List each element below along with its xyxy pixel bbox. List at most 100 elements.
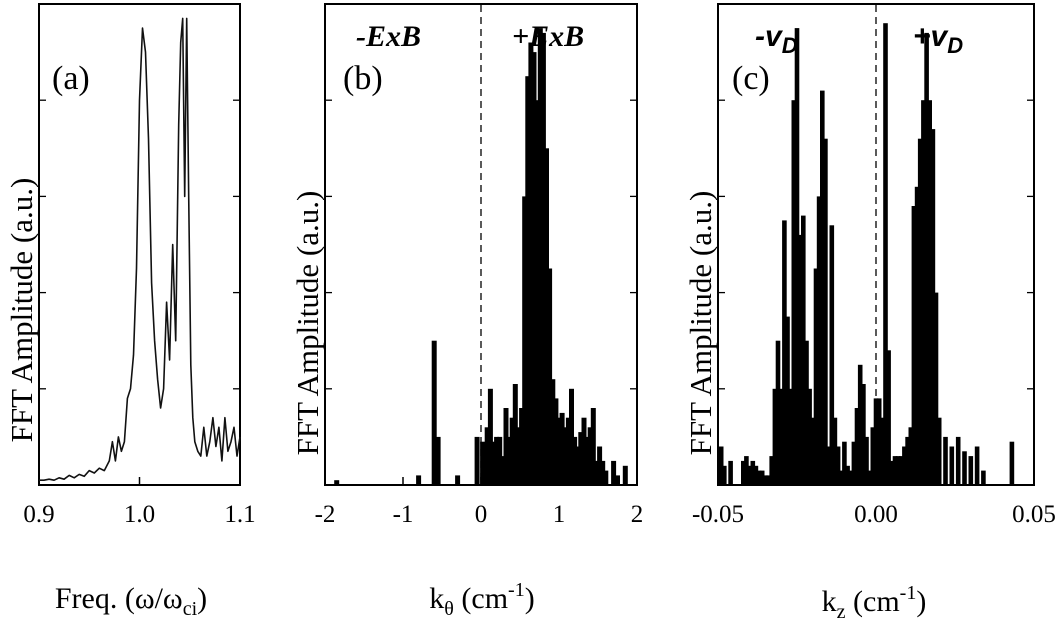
panel-a-ylabel: FFT Amplitude (a.u.) bbox=[4, 178, 39, 443]
bar bbox=[943, 436, 948, 485]
panel-b-ylabel: FFT Amplitude (a.u.) bbox=[290, 191, 325, 456]
x-tick-label: 1.0 bbox=[124, 501, 155, 528]
bar bbox=[829, 225, 835, 486]
x-tick-label: -2 bbox=[315, 501, 336, 528]
panel-a-ticks: 0.9 1.0 1.1 bbox=[23, 99, 256, 528]
bar bbox=[769, 456, 774, 485]
bar bbox=[880, 417, 885, 485]
bar bbox=[804, 340, 809, 485]
bar bbox=[826, 446, 831, 485]
panel-c-region-left-main: -v bbox=[755, 20, 784, 53]
bar bbox=[522, 196, 528, 485]
x-tick-label: -1 bbox=[393, 501, 414, 528]
bar bbox=[1009, 441, 1015, 485]
panel-b-xlabel-sub: θ bbox=[444, 598, 454, 620]
panel-b-marks bbox=[334, 28, 628, 486]
bar bbox=[835, 446, 841, 485]
bar bbox=[816, 196, 822, 485]
bar bbox=[597, 446, 603, 485]
panel-a: 0.9 1.0 1.1 (a) FFT Amplitude (a.u.) Freq.… bbox=[4, 3, 256, 620]
bar bbox=[611, 460, 617, 485]
bar bbox=[590, 408, 596, 485]
bar bbox=[553, 398, 559, 485]
bar bbox=[917, 138, 923, 485]
bar bbox=[750, 460, 756, 485]
panel-b-ticks: -2 -1 0 1 2 bbox=[315, 99, 644, 528]
bar bbox=[519, 408, 525, 485]
bar bbox=[587, 427, 593, 485]
bar bbox=[474, 436, 480, 485]
bar bbox=[497, 436, 503, 485]
bar bbox=[622, 465, 628, 485]
panel-c-xlabel-tail: (cm bbox=[846, 585, 900, 618]
bar bbox=[914, 186, 920, 486]
panel-b-region-right: +ExB bbox=[512, 20, 584, 53]
bar bbox=[936, 417, 942, 485]
panel-c-region-right: +vD bbox=[913, 20, 963, 58]
bar bbox=[435, 436, 441, 485]
panel-c-xlabel-close: ) bbox=[916, 585, 926, 618]
panel-a-xlabel-tail: ) bbox=[197, 582, 207, 615]
bar bbox=[810, 417, 816, 485]
panel-b-label: (b) bbox=[343, 60, 383, 97]
bar bbox=[547, 268, 553, 485]
bar bbox=[889, 460, 895, 485]
bar bbox=[431, 340, 437, 485]
bar bbox=[569, 388, 574, 485]
bar bbox=[801, 215, 806, 485]
bar bbox=[857, 364, 863, 486]
bar bbox=[974, 446, 980, 485]
bar bbox=[531, 52, 537, 485]
bar bbox=[578, 432, 584, 485]
series-line bbox=[39, 17, 241, 482]
panel-c-ylabel: FFT Amplitude (a.u.) bbox=[683, 191, 718, 456]
bar bbox=[842, 441, 847, 485]
bar bbox=[823, 138, 828, 485]
x-tick-label: 2 bbox=[631, 501, 644, 528]
panel-a-xlabel: Freq. (ω/ωci) bbox=[55, 582, 207, 620]
panel-c-ticks: -0.05 0.00 0.05 bbox=[692, 99, 1056, 528]
bar bbox=[905, 436, 910, 485]
panel-a-xlabel-sub: ci bbox=[183, 598, 198, 620]
panel-b-region-left: -ExB bbox=[356, 20, 421, 53]
x-tick-label: 0 bbox=[475, 501, 488, 528]
bar bbox=[741, 460, 746, 485]
bar bbox=[584, 436, 590, 485]
x-tick-label: 1.1 bbox=[224, 501, 255, 528]
bar bbox=[968, 456, 974, 485]
bar bbox=[854, 408, 860, 485]
bar bbox=[838, 470, 844, 485]
bar bbox=[455, 475, 461, 485]
panel-c-marks bbox=[718, 23, 1015, 486]
panel-c-region-left-sub: D bbox=[782, 33, 798, 58]
bar bbox=[867, 470, 872, 485]
bar bbox=[491, 441, 496, 485]
bar bbox=[603, 470, 609, 485]
bar bbox=[487, 388, 493, 485]
bar bbox=[899, 456, 904, 485]
bar bbox=[565, 417, 571, 485]
bar bbox=[763, 475, 768, 485]
bar bbox=[581, 417, 587, 485]
panel-b-xlabel-tail: (cm bbox=[454, 582, 508, 615]
panel-c-region-left: -vD bbox=[755, 20, 798, 58]
bar bbox=[820, 90, 825, 485]
bar bbox=[794, 28, 800, 485]
x-tick-label: 1 bbox=[553, 501, 566, 528]
bar bbox=[930, 129, 936, 485]
bar bbox=[562, 427, 568, 485]
bar bbox=[416, 475, 422, 485]
bar bbox=[861, 384, 866, 485]
bar bbox=[791, 100, 797, 485]
bar bbox=[550, 379, 556, 485]
bar bbox=[778, 388, 784, 485]
panel-a-xlabel-main: Freq. (ω/ω bbox=[55, 582, 183, 615]
bar bbox=[772, 388, 778, 485]
bar bbox=[537, 28, 543, 485]
bar bbox=[807, 388, 812, 485]
panel-b-xlabel-sup: -1 bbox=[508, 579, 525, 601]
bar bbox=[766, 475, 771, 485]
bar bbox=[747, 465, 752, 485]
panel-a-marks bbox=[39, 17, 241, 482]
